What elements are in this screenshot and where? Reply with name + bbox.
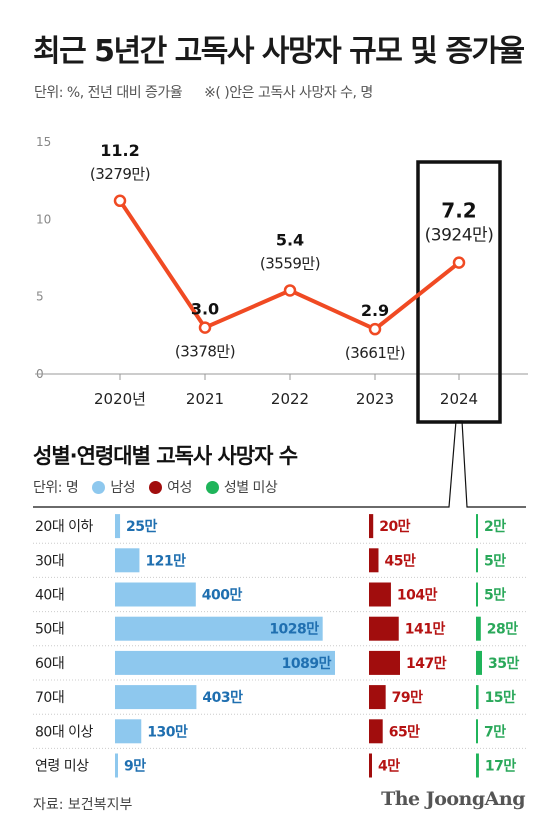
data-value-label: 7.2	[441, 199, 476, 223]
bar-male	[115, 582, 196, 607]
bar-unknown	[476, 514, 478, 539]
x-tick-label: 2024	[440, 390, 478, 408]
chart-subtitle: 단위: %, 전년 대비 증가율 ※( )안은 고독사 사망자 수, 명	[34, 82, 373, 102]
data-count-label: (3279만)	[90, 165, 150, 183]
bar-female	[369, 548, 379, 573]
chart-title: 최근 5년간 고독사 사망자 규모 및 증가율	[33, 34, 525, 69]
legend-unknown-label: 성별 미상	[223, 480, 278, 496]
bar-male-label: 400만	[202, 588, 243, 604]
section-title: 성별·연령대별 고독사 사망자 수	[33, 444, 298, 468]
bar-male-label: 1089만	[282, 656, 332, 672]
legend-male-dot	[92, 480, 106, 494]
legend-female: 여성	[149, 477, 192, 497]
bar-unknown	[476, 548, 478, 573]
row-category-label: 30대	[35, 553, 64, 569]
legend-male: 남성	[92, 477, 136, 497]
row-category-label: 60대	[35, 656, 64, 672]
data-count-label: (3378만)	[175, 343, 235, 361]
brand-logo: The JoongAng	[381, 788, 525, 810]
legend-female-dot	[149, 480, 163, 494]
bar-female-label: 147만	[406, 656, 447, 672]
bar-unknown-label: 5만	[484, 588, 506, 604]
data-value-label: 3.0	[191, 300, 219, 319]
data-value-label: 2.9	[361, 301, 389, 320]
data-point	[113, 194, 127, 208]
bar-female	[369, 685, 386, 710]
bar-female	[369, 616, 399, 641]
bar-male-label: 121만	[145, 553, 186, 569]
bar-male-label: 25만	[126, 519, 157, 535]
y-tick-label: 5	[36, 290, 44, 304]
bar-male	[115, 650, 335, 675]
bar-unknown-label: 7만	[484, 724, 506, 740]
data-point	[368, 322, 382, 336]
row-category-label: 40대	[35, 588, 64, 604]
bar-unknown-label: 28만	[487, 622, 518, 638]
data-value-label: 5.4	[276, 230, 304, 249]
bar-unknown	[476, 616, 481, 641]
bar-female-label: 65만	[389, 724, 420, 740]
bar-unknown	[476, 650, 482, 675]
row-category-label: 70대	[35, 690, 64, 706]
x-tick-label: 2021	[186, 390, 224, 408]
bar-unknown	[476, 582, 478, 607]
bar-unknown	[476, 685, 479, 710]
bar-unknown-label: 35만	[488, 656, 519, 672]
row-category-label: 80대 이상	[35, 724, 94, 740]
legend-female-label: 여성	[167, 480, 192, 496]
source-label: 자료: 보건복지부	[33, 797, 133, 813]
bar-male-label: 403만	[202, 690, 243, 706]
bar-unknown	[476, 753, 479, 778]
row-category-label: 연령 미상	[35, 759, 89, 775]
data-count-label: (3924만)	[425, 226, 494, 246]
row-category-label: 50대	[35, 622, 64, 638]
x-tick-label: 2020년	[94, 390, 146, 408]
data-count-label: (3661만)	[345, 344, 405, 362]
bar-female	[369, 753, 372, 778]
bar-male	[115, 548, 140, 573]
bar-unknown	[476, 719, 478, 744]
legend-male-label: 남성	[110, 480, 136, 496]
x-tick-label: 2023	[356, 390, 394, 408]
bar-female-label: 104만	[397, 588, 438, 604]
legend: 단위: 명 남성 여성 성별 미상	[33, 477, 291, 497]
bar-male	[115, 719, 142, 744]
bar-unknown-label: 15만	[485, 690, 516, 706]
bar-male	[115, 753, 118, 778]
data-value-label: 11.2	[100, 141, 139, 160]
bar-female	[369, 650, 400, 675]
bar-female	[369, 582, 391, 607]
bar-male-label: 9만	[124, 759, 146, 775]
bar-female	[369, 719, 383, 744]
data-point	[283, 284, 297, 297]
bar-female	[369, 514, 374, 539]
bar-male-label: 1028만	[269, 622, 319, 638]
y-tick-label: 10	[36, 212, 51, 226]
bar-female-label: 141만	[405, 622, 446, 638]
data-point	[452, 256, 466, 269]
legend-unknown-dot	[205, 480, 219, 494]
note-label: ※( )안은 고독사 사망자 수, 명	[204, 85, 373, 101]
bar-male	[115, 685, 197, 710]
bar-male-label: 130만	[147, 724, 188, 740]
bar-male	[115, 514, 121, 539]
data-count-label: (3559만)	[260, 254, 320, 272]
data-point	[198, 321, 212, 334]
row-category-label: 20대 이하	[35, 519, 94, 535]
bar-unknown-label: 17만	[485, 759, 516, 775]
unit-label: 단위: %, 전년 대비 증가율	[34, 85, 183, 101]
bar-female-label: 79만	[392, 690, 423, 706]
bar-female-label: 20만	[379, 519, 410, 535]
x-tick-label: 2022	[271, 390, 309, 408]
bar-unknown-label: 5만	[484, 553, 506, 569]
bar-unknown-label: 2만	[484, 519, 506, 535]
bar-female-label: 4만	[378, 759, 400, 775]
y-tick-label: 15	[36, 135, 51, 149]
legend-unit: 단위: 명	[33, 480, 79, 496]
legend-unknown: 성별 미상	[205, 477, 278, 497]
bar-female-label: 45만	[384, 553, 415, 569]
bar-male	[115, 616, 323, 641]
